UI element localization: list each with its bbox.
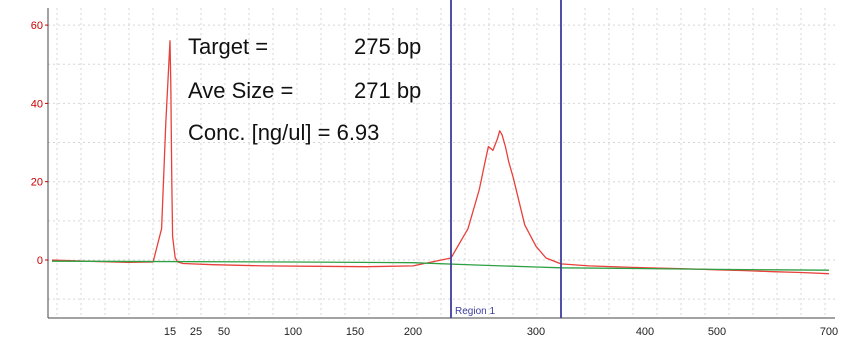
y-tick-label: 60 (31, 20, 43, 32)
tick-labels: 0 20 40 60 15 25 50 100 150 200 300 400 500 700 (31, 20, 838, 338)
annotation-target-label: Target = (188, 34, 269, 59)
traces (51, 40, 830, 275)
baseline-trace (51, 260, 830, 271)
x-tick-label: 300 (527, 326, 545, 338)
x-tick-label: 400 (636, 326, 654, 338)
x-tick-label: 50 (218, 326, 230, 338)
x-tick-label: 150 (346, 326, 364, 338)
y-tick-label: 40 (31, 98, 43, 110)
x-tick-label: 100 (284, 326, 302, 338)
region-markers: Region 1 (450, 0, 562, 318)
signal-trace (51, 40, 830, 275)
x-tick-label: 700 (820, 326, 838, 338)
x-tick-label: 200 (404, 326, 422, 338)
y-tick-label: 20 (31, 177, 43, 189)
annotation-ave-size-label: Ave Size = (188, 78, 294, 103)
y-tick-label: 0 (37, 255, 43, 267)
x-tick-label: 500 (708, 326, 726, 338)
grid-lines (48, 8, 835, 318)
region-label: Region 1 (455, 306, 495, 317)
x-tick-label: 15 (164, 326, 176, 338)
annotation-concentration: Conc. [ng/ul] = 6.93 (188, 120, 380, 145)
annotation-ave-size-value: 271 bp (354, 78, 422, 103)
axes (47, 8, 835, 319)
annotation-target-value: 275 bp (354, 34, 422, 59)
x-tick-label: 25 (190, 326, 202, 338)
